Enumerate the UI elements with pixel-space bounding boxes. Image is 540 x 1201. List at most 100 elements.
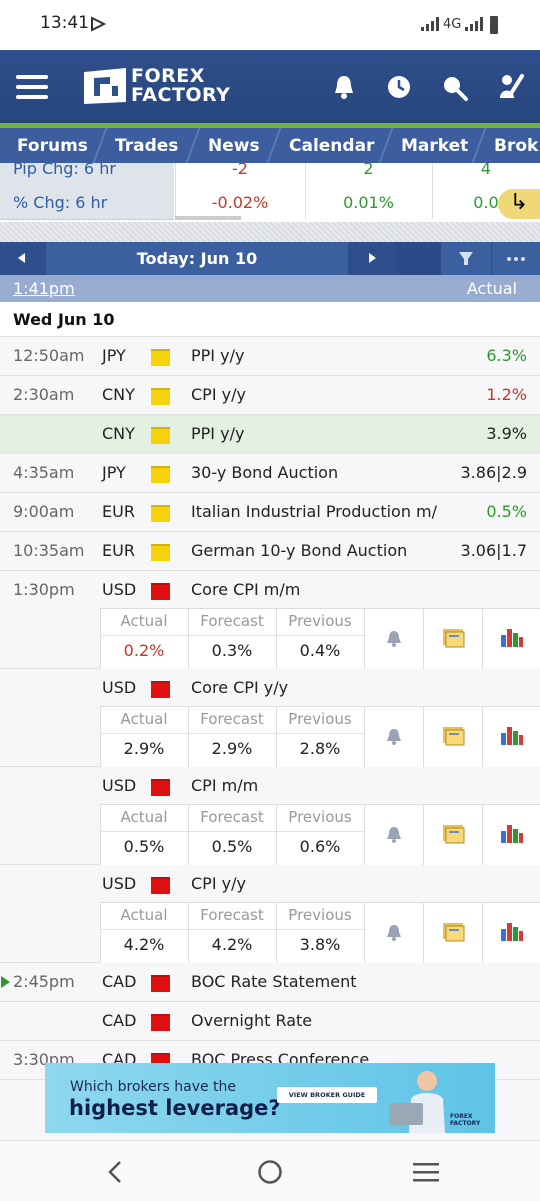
event-currency: JPY: [102, 346, 126, 365]
detail-cell: [188, 609, 276, 669]
market-strip: Pip Chg: 6 hr -2 2 4 % Chg: 6 hr -0.02% 0.01% 0…: [0, 163, 540, 222]
strip-label-cell: [0, 185, 174, 220]
clock: 13:41: [40, 13, 89, 33]
event-name: PPI y/y: [191, 346, 245, 365]
tab-separator: [266, 128, 282, 163]
prev-day-button[interactable]: [0, 242, 46, 275]
event-row[interactable]: CAD Overnight Rate: [0, 1002, 540, 1041]
event-actual: 3.9%: [486, 424, 527, 443]
detail-divider: [100, 929, 188, 930]
detail-value: 0.5%: [211, 837, 253, 856]
detail-divider: [276, 929, 364, 930]
section-nav: Forums Trades News Calendar Market Brok: [0, 128, 540, 163]
next-day-button[interactable]: [348, 242, 396, 275]
clock-button[interactable]: [386, 74, 412, 100]
event-row[interactable]: 2:30am CNY CPI y/y 1.2%: [0, 376, 540, 415]
home-button[interactable]: [257, 1159, 283, 1185]
app-header: FOREX FACTORY: [0, 50, 540, 123]
event-row[interactable]: 1:30pm USD Core CPI m/m Actual 0.2% Forecast 0…: [0, 571, 540, 670]
event-currency: CNY: [102, 424, 135, 443]
nav-tab[interactable]: Trades: [115, 136, 179, 156]
detail-header: Actual: [120, 906, 168, 924]
event-row[interactable]: 9:00am EUR Italian Industrial Production m…: [0, 493, 540, 532]
detail-header: Previous: [288, 710, 352, 728]
impact-icon: [151, 349, 170, 366]
detail-header: Actual: [120, 808, 168, 826]
strip-cell: [305, 185, 433, 219]
ad-illustration: [389, 1071, 445, 1133]
strip-value: 0.01%: [343, 193, 394, 212]
event-row[interactable]: CNY PPI y/y 3.9%: [0, 415, 540, 454]
nav-tab[interactable]: News: [208, 136, 260, 156]
calendar-toolbar: Today: Jun 10: [0, 242, 540, 275]
tab-separator: [185, 128, 201, 163]
event-actual: 3.06|1.7: [460, 541, 527, 560]
strip-cell: [432, 185, 540, 219]
alert-button[interactable]: [364, 609, 424, 669]
alert-button[interactable]: [364, 805, 424, 865]
strip-cell: [305, 163, 433, 185]
filter-button[interactable]: [440, 242, 491, 275]
details-button[interactable]: [423, 609, 483, 669]
impact-icon: [151, 681, 170, 698]
event-row[interactable]: USD Core CPI y/y Actual 2.9% Forecast 2.9% Pre…: [0, 669, 540, 768]
ad-banner[interactable]: Which brokers have the highest leverage?…: [45, 1063, 495, 1133]
date-label[interactable]: Today: Jun 10: [136, 249, 258, 268]
detail-value: 3.8%: [299, 935, 341, 954]
nav-tab[interactable]: Forums: [17, 136, 88, 156]
menu-button[interactable]: [16, 74, 50, 100]
more-button[interactable]: [491, 242, 540, 275]
detail-value: 0.5%: [123, 837, 165, 856]
event-row[interactable]: USD CPI m/m Actual 0.5% Forecast 0.5% Previous…: [0, 767, 540, 866]
event-name: BOC Rate Statement: [191, 972, 357, 991]
event-row[interactable]: 2:45pm CAD BOC Rate Statement: [0, 963, 540, 1002]
nav-tab[interactable]: Market: [401, 136, 469, 156]
details-button[interactable]: [423, 805, 483, 865]
event-row[interactable]: USD CPI y/y Actual 4.2% Forecast 4.2% Previous…: [0, 865, 540, 964]
history-button[interactable]: [482, 805, 540, 865]
nav-tab[interactable]: Calendar: [289, 136, 375, 156]
detail-divider: [276, 733, 364, 734]
tab-separator: [471, 128, 487, 163]
recents-button[interactable]: [413, 1162, 439, 1182]
detail-value: 0.4%: [299, 641, 341, 660]
search-button[interactable]: [441, 74, 469, 102]
detail-header: Actual: [120, 612, 168, 630]
signal-icon: [421, 17, 439, 31]
event-currency: CNY: [102, 385, 135, 404]
strip-progress: [175, 216, 241, 220]
ad-button[interactable]: VIEW BROKER GUIDE: [277, 1087, 377, 1103]
event-row[interactable]: 12:50am JPY PPI y/y 6.3%: [0, 337, 540, 376]
strip-label: % Chg: 6 hr: [13, 193, 108, 212]
alert-button[interactable]: [364, 903, 424, 963]
details-button[interactable]: [423, 707, 483, 767]
nav-tab[interactable]: Brok: [494, 136, 539, 156]
event-name: Core CPI m/m: [191, 580, 301, 599]
back-button[interactable]: [105, 1159, 125, 1185]
event-actual: 1.2%: [486, 385, 527, 404]
event-currency: EUR: [102, 502, 135, 521]
history-button[interactable]: [482, 903, 540, 963]
event-name: Overnight Rate: [191, 1011, 313, 1030]
account-button[interactable]: [498, 72, 526, 102]
up-next-marker: [1, 976, 10, 988]
details-button[interactable]: [423, 903, 483, 963]
event-row[interactable]: 10:35am EUR German 10-y Bond Auction 3.06|1…: [0, 532, 540, 571]
event-row[interactable]: 4:35am JPY 30-y Bond Auction 3.86|2.9: [0, 454, 540, 493]
detail-divider: [188, 635, 276, 636]
current-time[interactable]: 1:41pm: [13, 279, 75, 298]
event-currency: USD: [102, 776, 137, 795]
history-button[interactable]: [482, 609, 540, 669]
alert-button[interactable]: [364, 707, 424, 767]
detail-table: Actual 4.2% Forecast 4.2% Previous 3.8%: [100, 902, 540, 964]
strip-action-button[interactable]: ↳: [498, 189, 540, 219]
impact-icon: [151, 427, 170, 444]
detail-divider: [100, 831, 188, 832]
notifications-button[interactable]: [332, 74, 356, 100]
event-currency: USD: [102, 678, 137, 697]
detail-cell: [276, 903, 364, 963]
ad-brand: FOREX FACTORY: [450, 1113, 481, 1127]
strip-value: 4: [480, 163, 492, 178]
history-button[interactable]: [482, 707, 540, 767]
